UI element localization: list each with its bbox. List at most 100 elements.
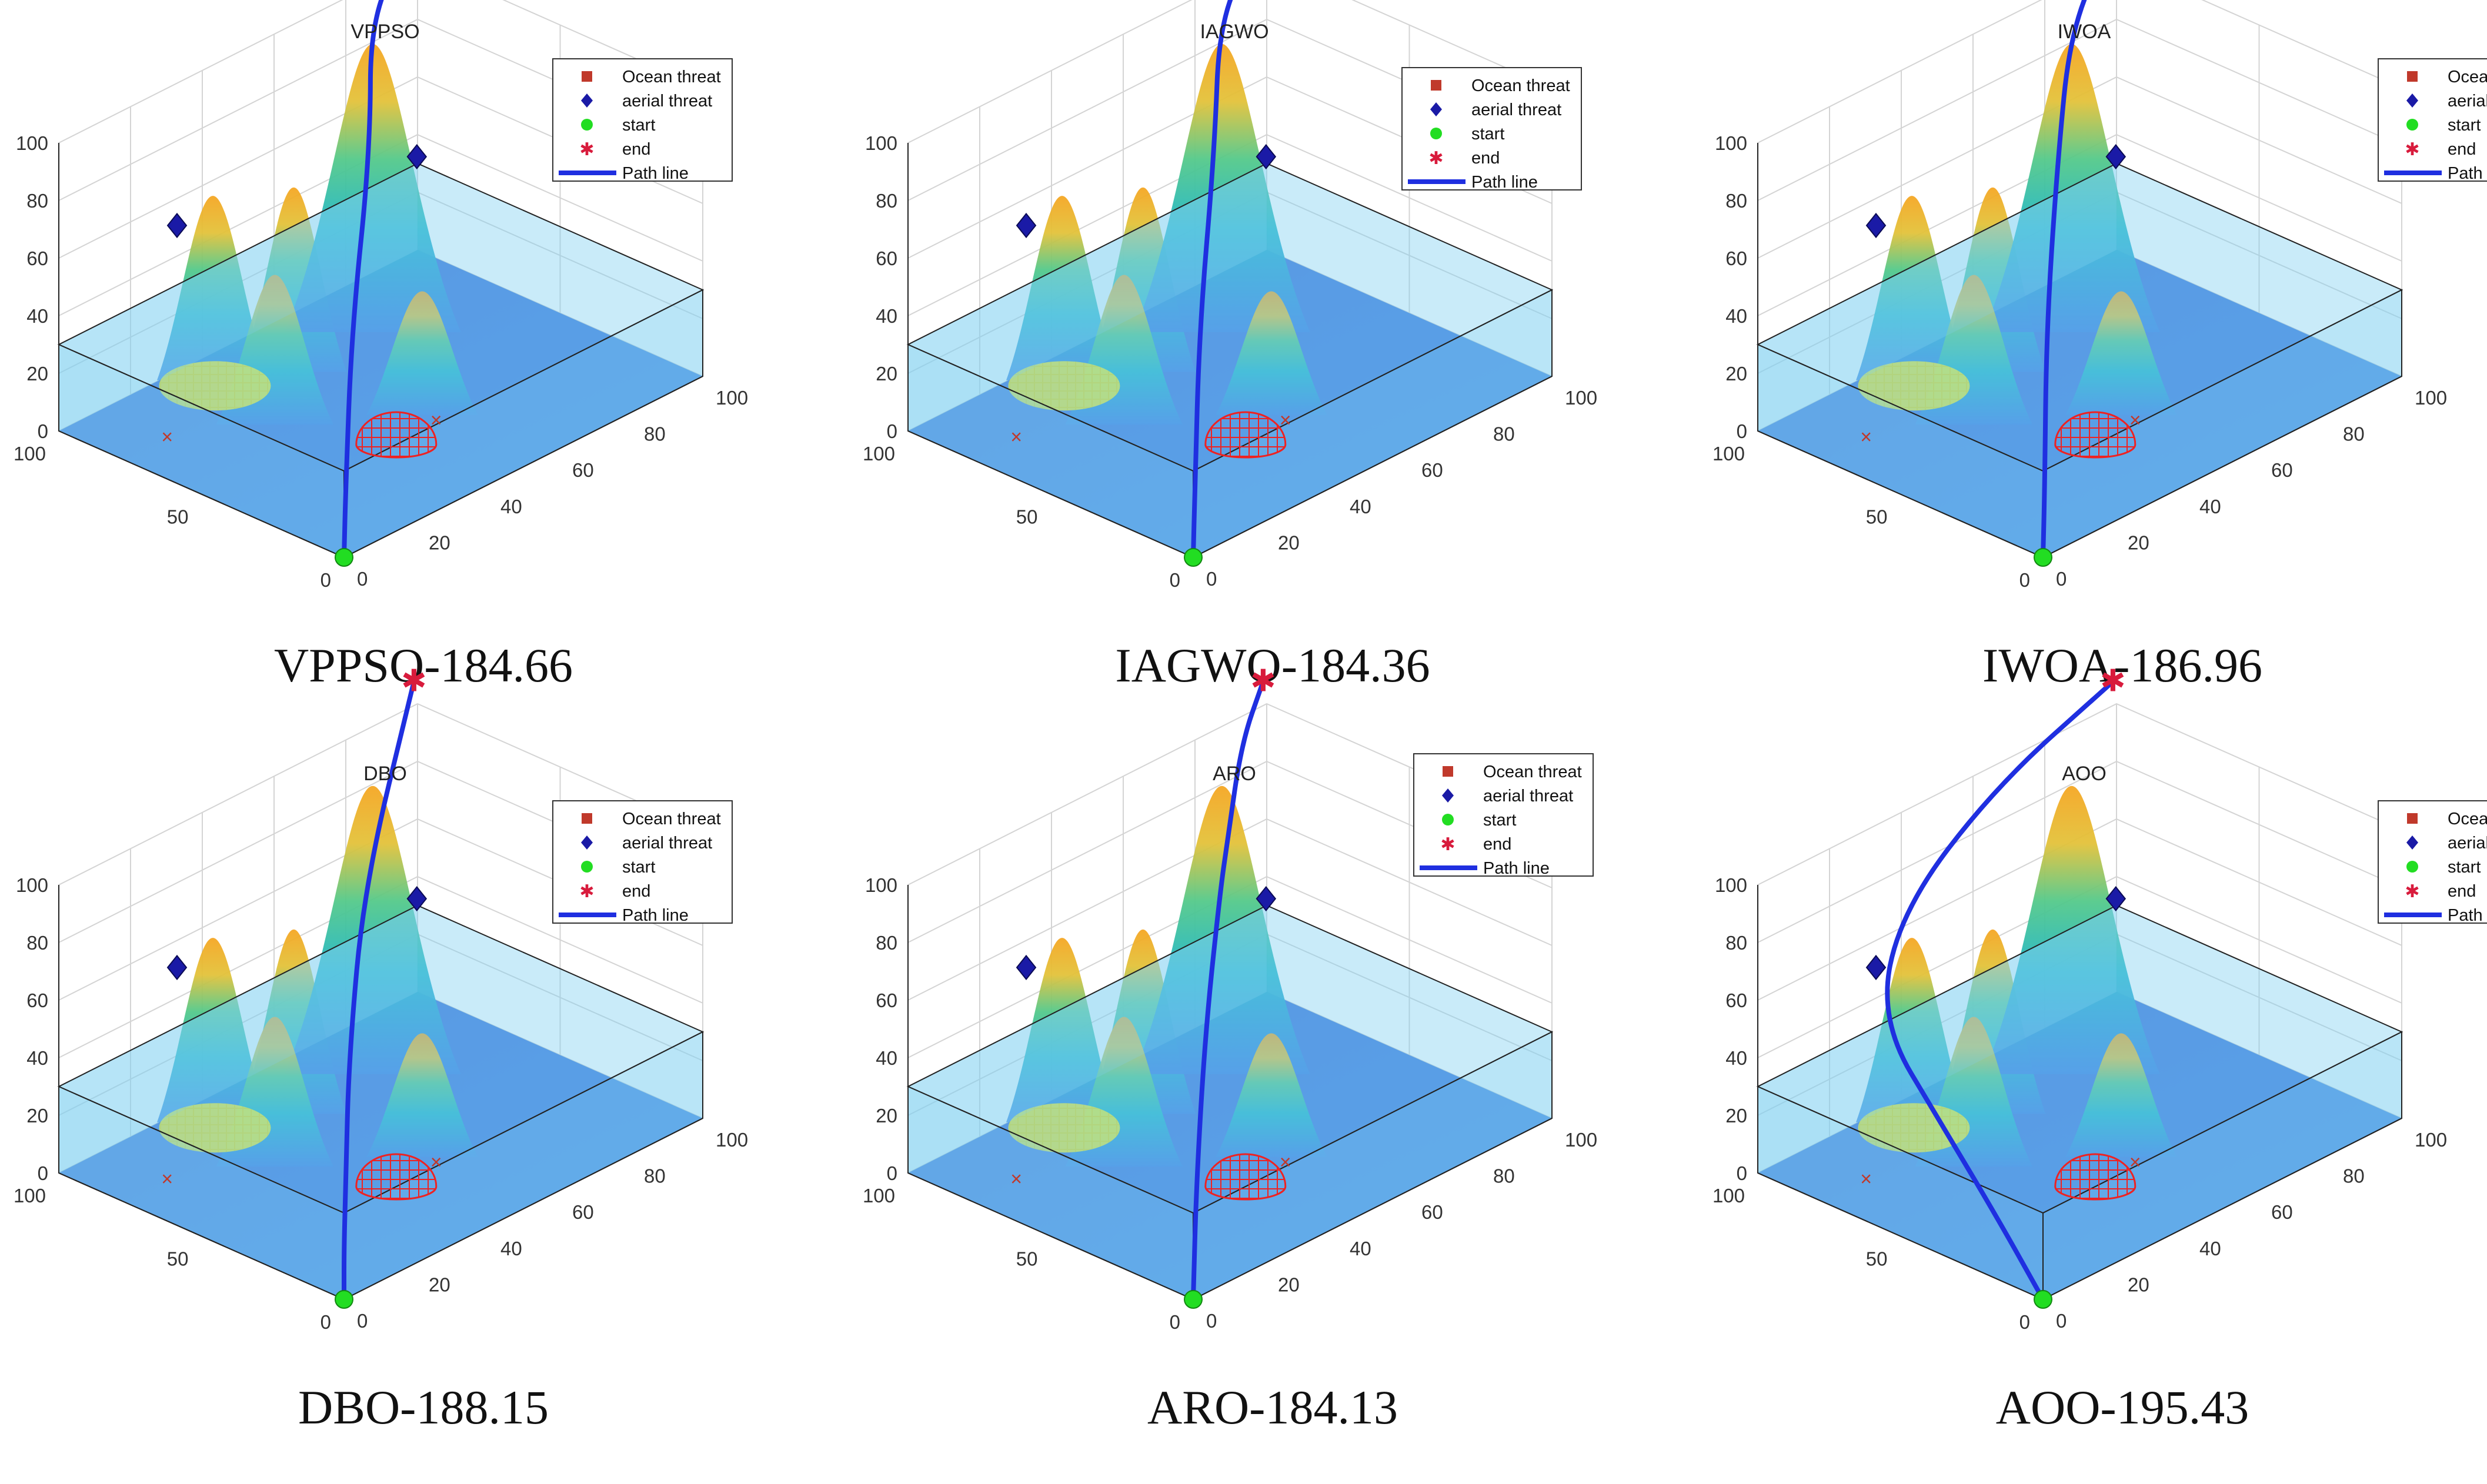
- y-tick-label: 0: [1170, 569, 1180, 591]
- aerial-threat-marker: [1865, 954, 1887, 981]
- water-back-face: [59, 905, 418, 1173]
- chart-canvas: ××020406080100020406080100050100✱DBOOcea…: [14, 663, 748, 1333]
- x-tick-label: 100: [1565, 1129, 1597, 1151]
- aerial-threat-marker: [1256, 143, 1277, 170]
- aerial-threat-marker: [166, 954, 188, 981]
- terrain-peak: [1983, 786, 2160, 1074]
- ocean-threat-marker: ×: [2129, 1151, 2141, 1174]
- legend-label: start: [1471, 125, 1504, 143]
- x-tick-label: 60: [572, 459, 594, 481]
- y-tick-label: 50: [167, 1248, 189, 1270]
- y-tick-label: 50: [1866, 1248, 1888, 1270]
- ocean-threat-marker: ×: [1860, 426, 1872, 449]
- legend-label: start: [622, 116, 655, 135]
- ocean-threat-marker: ×: [1860, 1168, 1872, 1191]
- water-back-face: [59, 163, 418, 431]
- z-tick-label: 0: [38, 420, 48, 442]
- legend-label: Path line: [622, 164, 689, 183]
- y-axis-line: [58, 1172, 345, 1300]
- x-tick-label: 20: [1278, 532, 1300, 553]
- path-line: [2041, 0, 2087, 560]
- z-tick-label: 60: [26, 248, 48, 269]
- z-tick-label: 20: [1725, 363, 1747, 385]
- x-tick-label: 60: [2271, 459, 2293, 481]
- x-tick-label: 60: [2271, 1201, 2293, 1223]
- circle-marker-icon: [1430, 128, 1442, 139]
- z-tick-label: 0: [1737, 420, 1747, 442]
- terrain-peak: [1856, 196, 1968, 380]
- x-tick-label: 40: [2199, 496, 2221, 517]
- legend-label: Ocean threat: [2448, 68, 2487, 86]
- circle-marker-icon: [2406, 861, 2418, 873]
- x-tick-label: 20: [2128, 532, 2149, 553]
- z-tick-label: 80: [1725, 190, 1747, 212]
- z-gridline: [1757, 0, 2402, 143]
- y-axis-line: [58, 430, 345, 558]
- chart-panel-vppso: ××020406080100020406080100050100✱VPPSOOc…: [0, 0, 847, 742]
- x-tick-label: 20: [429, 532, 450, 553]
- x-tick-label: 40: [1350, 1238, 1371, 1259]
- y-tick-label: 0: [2019, 569, 2030, 591]
- path-line: [342, 0, 384, 560]
- x-tick-label: 0: [2056, 568, 2067, 590]
- end-marker: ✱: [1250, 663, 1276, 698]
- chart-canvas: ××020406080100020406080100050100✱AOOOcea…: [1712, 663, 2487, 1333]
- y-tick-label: 50: [167, 506, 189, 528]
- water-back-face: [1758, 905, 2117, 1173]
- water-back-face: [908, 905, 1267, 1173]
- diamond-marker-icon: [1442, 788, 1454, 803]
- y-tick-label: 100: [1712, 1185, 1745, 1206]
- legend-label: Ocean threat: [622, 68, 721, 86]
- z-tick-label: 100: [16, 132, 48, 154]
- chart-caption: DBO-188.15: [298, 1381, 549, 1434]
- z-tick-label: 100: [1715, 874, 1747, 896]
- diamond-marker-icon: [2406, 835, 2418, 850]
- star-marker-icon: ✱: [2405, 881, 2419, 902]
- y-tick-label: 0: [321, 569, 331, 591]
- z-tick-label: 60: [876, 990, 897, 1011]
- end-marker: ✱: [401, 663, 427, 698]
- square-marker-icon: [2407, 71, 2418, 82]
- x-tick-label: 60: [1421, 459, 1443, 481]
- z-tick-label: 100: [16, 874, 48, 896]
- ocean-threat-dome: [355, 1153, 438, 1201]
- x-tick-label: 0: [2056, 1310, 2067, 1332]
- z-tick-label: 40: [1725, 305, 1747, 327]
- water-back-face: [908, 163, 1267, 431]
- start-marker: [1184, 1290, 1203, 1309]
- chart-caption: VPPSO-184.66: [273, 639, 573, 692]
- aerial-threat-zone-mesh: [1858, 361, 1970, 411]
- chart-canvas: ××020406080100020406080100050100✱IAGWOOc…: [863, 0, 1597, 591]
- chart-panel-aro: × × 0 20 40 60 80 100 0 20 40 60 80 100 0 50 100 ✱ ARO Ocea…: [849, 663, 1696, 1484]
- legend: Ocean threat aerial threat start ✱ end Path l…: [2378, 58, 2487, 183]
- x-tick-label: 80: [644, 1165, 666, 1187]
- square-marker-icon: [1443, 766, 1453, 777]
- ocean-threat-marker: ×: [1010, 1168, 1022, 1191]
- aerial-threat-marker: [406, 885, 428, 912]
- ocean-threat-marker: ×: [1280, 1151, 1291, 1174]
- terrain-peak: [284, 786, 461, 1074]
- x-tick-label: 40: [500, 1238, 522, 1259]
- star-marker-icon: ✱: [579, 881, 594, 902]
- aerial-threat-marker: [1256, 885, 1277, 912]
- legend-label: Ocean threat: [622, 810, 721, 828]
- ocean-threat-marker: ×: [161, 426, 173, 449]
- chart-caption: AOO-195.43: [1995, 1381, 2249, 1434]
- legend-label: aerial threat: [2448, 834, 2487, 853]
- terrain-peaks: [1856, 786, 2177, 1167]
- axis-box: [1757, 143, 2402, 558]
- terrain-peak: [2065, 1033, 2177, 1158]
- y-axis-line: [1757, 1172, 2044, 1300]
- chart-title: IAGWO: [1200, 21, 1268, 43]
- y-tick-label: 100: [863, 443, 895, 464]
- legend-label: end: [2448, 882, 2476, 901]
- aerial-threat-zone-mesh: [159, 361, 271, 411]
- x-tick-label: 0: [357, 568, 368, 590]
- legend: Ocean threat aerial threat start ✱ end Path l…: [1401, 67, 1582, 192]
- chart-title: ARO: [1213, 763, 1256, 785]
- x-tick-label: 0: [1206, 1310, 1217, 1332]
- aerial-threat-zone-mesh: [1008, 1103, 1120, 1153]
- legend-label: aerial threat: [622, 834, 712, 853]
- legend-label: Path line: [1471, 173, 1538, 192]
- square-marker-icon: [2407, 813, 2418, 824]
